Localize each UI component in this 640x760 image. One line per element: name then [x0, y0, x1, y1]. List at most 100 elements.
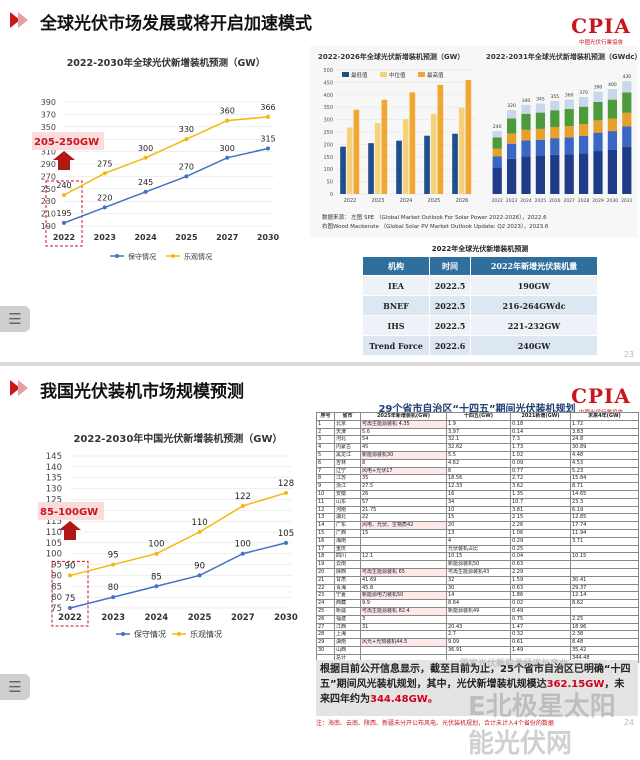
data-point [240, 503, 245, 508]
data-point [68, 606, 72, 610]
x-tick-label: 2023 [372, 198, 385, 204]
province-table-cell [570, 544, 639, 554]
menu-icon[interactable]: ☰ [0, 674, 30, 700]
callout-dashed-box [51, 560, 89, 627]
bar [402, 119, 409, 194]
province-table-cell: 新能源电力装机50 [360, 591, 447, 601]
stacked-bar-segment [622, 146, 632, 194]
bar [424, 135, 430, 194]
stacked-bar-segment [492, 167, 502, 194]
global-forecast-line-chart: 2022-2030年全球光伏新增装机预测（GW）1902102302502702… [32, 57, 280, 261]
province-table-cell: 4.53 [570, 458, 639, 468]
province-table-cell: 1.9 [446, 419, 511, 429]
province-plan-table: 序号 省市 2025年新增装机(GW) 十四五(GW) 2021新增(GW) 未来4年(G… [316, 412, 639, 663]
province-table-cell: 2.25 [570, 614, 639, 624]
province-table-cell: 16 [446, 489, 511, 499]
stacked-bar-segment [578, 106, 589, 125]
province-table-cell: 18 [316, 552, 335, 562]
data-label: 90 [194, 561, 205, 571]
bar-total-label: 320 [507, 103, 516, 109]
province-table-cell: 海南 [334, 536, 361, 546]
slide-bullet-icon [10, 380, 28, 396]
series-line-optimistic [63, 116, 269, 196]
province-table-cell: 21 [316, 575, 335, 585]
province-table-row: 11 山东 57 34 10.7 23.3 [316, 497, 639, 507]
footer-note: 注：海南、云南、陕西、新疆未分开公布风电、光伏装机规划，合计未计入4个省份的数据 [316, 720, 554, 727]
x-tick-label: 2028 [578, 198, 590, 204]
province-table-row: 15 广西 15 13 1.06 11.94 [316, 528, 639, 538]
stacked-bar-segment [506, 110, 517, 119]
series-line-conservative [69, 542, 287, 609]
spe-forecast-bar-chart: 0 50 100 150 200 250 300 350 400 450 500 2022 2023 20… [323, 68, 476, 204]
province-table-cell: 2.15 [510, 513, 571, 523]
province-table-cell: 江西 [334, 622, 361, 632]
table-cell: 2022.6 [429, 335, 471, 356]
province-table-header: 2021新增(GW) [510, 412, 571, 421]
data-point [184, 174, 189, 179]
province-table-header: 省市 [334, 412, 361, 421]
province-table-cell: 5.23 [570, 466, 639, 476]
stacked-bar-segment [607, 149, 618, 194]
province-table-cell: 1.47 [510, 622, 571, 632]
callout-badge [32, 132, 104, 150]
x-tick-label: 2030 [607, 198, 619, 204]
bar-total-label: 340 [522, 98, 531, 104]
data-point [240, 551, 245, 556]
legend-swatch [380, 72, 387, 77]
province-table-row: 23 宁夏 新能源电力装机50 14 1.86 12.14 [316, 591, 639, 601]
province-table-cell: 4 [316, 443, 335, 452]
province-table-cell: 23.3 [570, 497, 639, 507]
callout-badge [38, 502, 104, 520]
stacked-bar-segment [521, 156, 531, 194]
y-tick-label: 200 [323, 142, 333, 148]
stacked-bar-segment [578, 124, 589, 136]
x-tick-label: 2023 [506, 198, 518, 204]
province-table-cell: 18.96 [570, 622, 639, 632]
province-table-cell: 10.15 [570, 552, 639, 562]
data-label: 220 [97, 193, 112, 202]
stacked-bar-segment [622, 126, 632, 147]
x-tick-label: 2026 [456, 198, 469, 204]
province-table-cell: 风电、光伏、生物质42 [360, 521, 447, 530]
province-table-cell [570, 560, 639, 569]
panel-right-title: 2022-2031年全球光伏新增装机预测（GWdc） [486, 53, 640, 61]
x-tick-label: 2024 [134, 233, 157, 242]
province-table-cell: 20.43 [446, 622, 511, 632]
stacked-bar-segment [607, 89, 618, 100]
bar [340, 146, 346, 194]
province-table-cell: 7.3 [510, 435, 571, 445]
bar [396, 140, 402, 194]
province-table-cell: 3.81 [510, 505, 571, 515]
data-label: 90 [65, 561, 76, 571]
table-cell: 2022.5 [429, 315, 471, 336]
province-table-cell: 35 [360, 474, 447, 484]
stacked-bar-segment [535, 156, 546, 194]
panel-left-title: 2022-2026年全球光伏新增装机预测（GW） [318, 53, 465, 61]
y-tick-label: 75 [51, 604, 62, 614]
province-table-row: 24 西藏 9.9 8.64 0.02 8.62 [316, 599, 639, 608]
legend-marker [177, 632, 181, 636]
table-cell: 2022.5 [429, 275, 471, 296]
province-table-row: 20 陕西 可再生能源装机 65 可再生能源装机43 2.29 [316, 567, 639, 577]
province-table-cell: 13 [316, 513, 335, 523]
table-header: 机构 [362, 256, 430, 276]
province-table-cell: 1.35 [510, 489, 571, 499]
data-label: 270 [179, 162, 194, 171]
data-point [111, 562, 116, 567]
province-table-cell: 10 [446, 505, 511, 515]
province-table-cell: 重庆 [334, 544, 361, 554]
province-table-title: 29个省市自治区“十四五”期间光伏装机规划 [378, 404, 576, 415]
legend-label: 乐观情况 [190, 629, 222, 639]
province-table-cell: 30.41 [570, 575, 639, 585]
province-table-cell [360, 544, 447, 554]
stacked-bar-segment [521, 129, 531, 141]
table-cell: 240GW [470, 335, 598, 356]
province-table-cell: 14.65 [570, 489, 639, 499]
province-table-cell: 0.04 [510, 552, 571, 562]
province-table-cell: 21.75 [360, 505, 447, 515]
province-table-cell: 福建 [334, 614, 361, 624]
province-table-cell: 新疆 [334, 606, 361, 616]
menu-icon[interactable]: ☰ [0, 306, 30, 332]
y-tick-label: 210 [41, 210, 56, 219]
province-table-cell: 8 [316, 474, 335, 484]
